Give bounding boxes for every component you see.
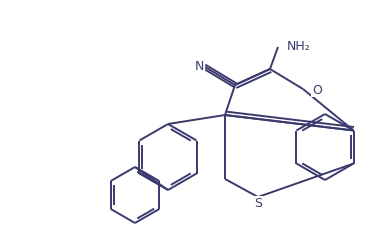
Text: NH₂: NH₂: [287, 39, 311, 52]
Text: S: S: [254, 197, 262, 210]
Text: N: N: [194, 59, 204, 72]
Text: O: O: [312, 83, 322, 96]
